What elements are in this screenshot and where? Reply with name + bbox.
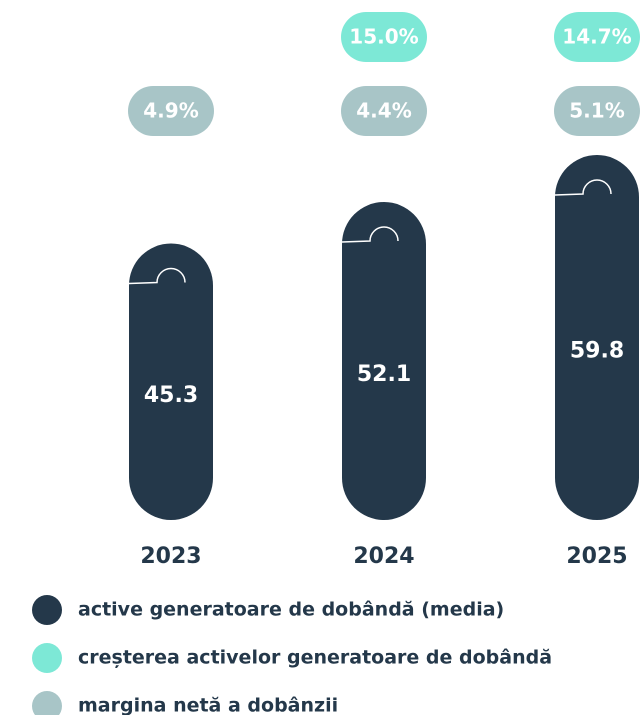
- bar: [555, 155, 639, 520]
- legend-swatch: [32, 595, 62, 625]
- pill: [341, 86, 427, 136]
- bar-icon: [341, 226, 399, 243]
- x-tick-label: 2023: [140, 544, 201, 569]
- pill-label: 15.0%: [349, 25, 418, 49]
- legend-swatch: [32, 643, 62, 673]
- bar: [129, 243, 213, 520]
- pill: [554, 12, 640, 62]
- pill-label: 14.7%: [562, 25, 631, 49]
- pill: [341, 12, 427, 62]
- bar: [342, 201, 426, 520]
- pill-label: 5.1%: [569, 99, 624, 123]
- legend-swatch: [32, 691, 62, 715]
- bar-value-label: 59.8: [570, 339, 624, 364]
- legend-label: active generatoare de dobândă (media): [78, 599, 504, 621]
- pill-label: 4.9%: [143, 99, 198, 123]
- x-tick-label: 2025: [566, 544, 627, 569]
- x-tick-label: 2024: [353, 544, 414, 569]
- bar-icon: [554, 179, 612, 196]
- bar-value-label: 45.3: [144, 383, 198, 408]
- pill: [128, 86, 214, 136]
- bar-value-label: 52.1: [357, 362, 411, 387]
- pill-label: 4.4%: [356, 99, 411, 123]
- bar-icon: [128, 267, 186, 285]
- pill: [554, 86, 640, 136]
- legend-label: margina netă a dobânzii: [78, 695, 338, 715]
- legend-label: creșterea activelor generatoare de dobân…: [78, 647, 552, 669]
